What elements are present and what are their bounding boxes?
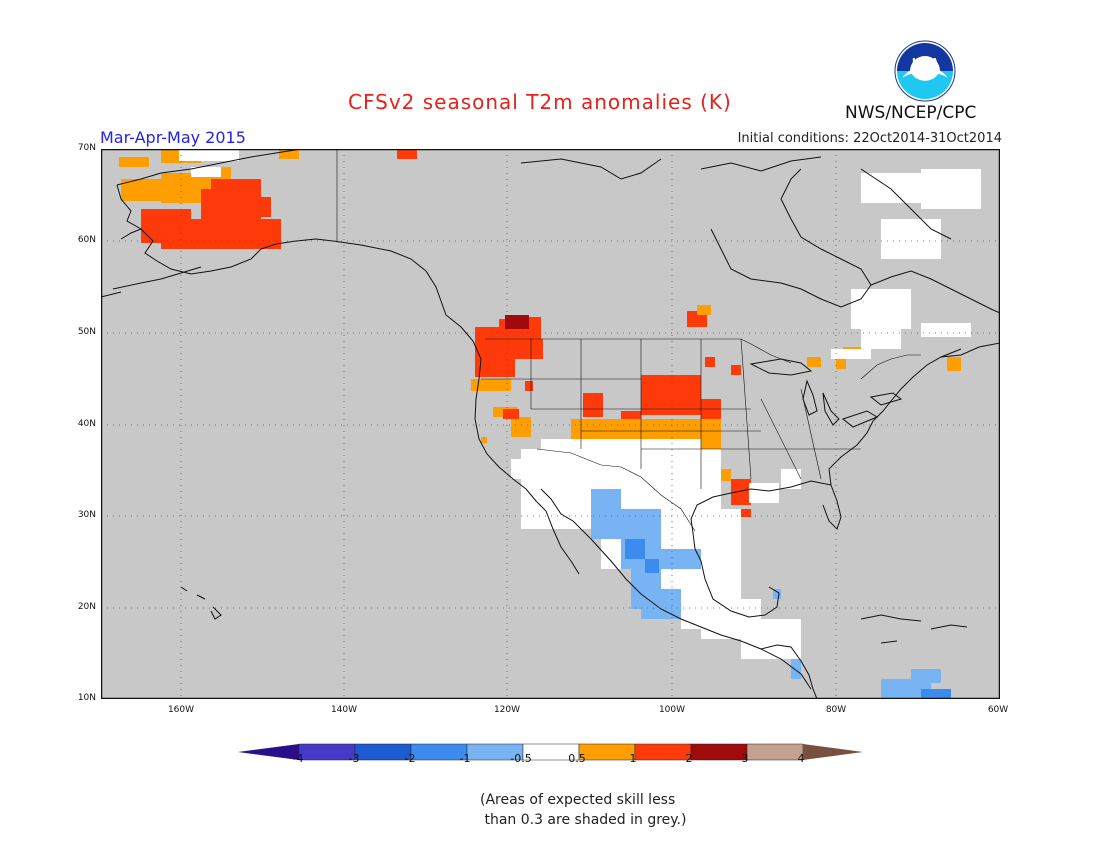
coastlines [101, 149, 1000, 699]
lat-label-50n: 50N [77, 327, 96, 337]
map-frame [101, 149, 1000, 699]
anomaly-region [641, 589, 681, 619]
lon-label-160w: 160W [167, 705, 195, 715]
logo-lettering: NOAA [912, 57, 938, 66]
anomaly-region [861, 329, 901, 349]
skill-footnote: (Areas of expected skill less than 0.3 a… [480, 792, 687, 828]
colorbar [238, 743, 863, 761]
anomaly-region [741, 619, 801, 659]
anomaly-region [691, 549, 701, 569]
anomaly-region [279, 149, 299, 159]
anomaly-region [731, 365, 741, 375]
anomaly-region [697, 305, 711, 315]
anomaly-region [731, 479, 751, 505]
anomaly-region [511, 417, 531, 437]
anomaly-region [481, 437, 487, 443]
political-borders [336, 149, 921, 532]
anomaly-region [741, 509, 751, 517]
initial-conditions: Initial conditions: 22Oct2014-31Oct2014 [737, 131, 1002, 146]
colorbar-label: 0.5 [568, 752, 586, 765]
anomaly-region [921, 323, 971, 337]
colorbar-label: 3 [741, 752, 749, 765]
anomaly-region [773, 589, 781, 599]
colorbar-label: 2 [685, 752, 693, 765]
anomaly-region [881, 679, 931, 699]
lat-label-20n: 20N [77, 602, 96, 612]
anomaly-region [211, 179, 241, 199]
colorbar-label: -3 [348, 752, 360, 765]
anomaly-region [179, 149, 239, 161]
colorbar-arrow-right [803, 744, 863, 760]
anomaly-region [503, 409, 519, 419]
lon-label-60w: 60W [987, 705, 1009, 715]
lat-label-70n: 70N [77, 143, 96, 153]
anomaly-region [161, 219, 281, 249]
agency-label: NWS/NCEP/CPC [845, 103, 977, 123]
anomaly-region [625, 539, 645, 559]
anomaly-region [681, 389, 701, 409]
anomaly-region [791, 659, 801, 679]
lon-label-120w: 120W [493, 705, 521, 715]
anomaly-region [119, 157, 149, 167]
anomaly-region [921, 169, 981, 209]
anomaly-region [851, 289, 911, 329]
forecast-period: Mar-Apr-May 2015 [100, 128, 246, 147]
lat-label-60n: 60N [77, 235, 96, 245]
lon-label-140w: 140W [330, 705, 358, 715]
anomaly-map [101, 149, 1000, 699]
anomaly-region [511, 459, 541, 479]
lat-label-40n: 40N [77, 419, 96, 429]
anomaly-region [881, 219, 941, 259]
colorbar-arrow-left [238, 744, 299, 760]
anomaly-region [861, 173, 921, 203]
anomaly-region [583, 393, 603, 417]
anomaly-region [807, 357, 821, 367]
anomaly-region [911, 669, 941, 683]
lat-label-30n: 30N [77, 510, 96, 520]
lon-label-80w: 80W [825, 705, 847, 715]
lat-label-10n: 10N [77, 693, 96, 703]
anomaly-region [525, 381, 533, 391]
colorbar-label: -0.5 [510, 752, 532, 765]
colorbar-label: 1 [629, 752, 637, 765]
colorbar-label: -1 [459, 752, 471, 765]
chart-title: CFSv2 seasonal T2m anomalies (K) [348, 90, 732, 114]
anomaly-shading [119, 149, 981, 699]
anomaly-region [471, 379, 511, 391]
anomaly-region [749, 483, 779, 503]
noaa-logo: NOAA [894, 40, 956, 102]
anomaly-region [505, 315, 529, 329]
anomaly-region [191, 167, 221, 177]
anomaly-region [781, 469, 801, 489]
colorbar-label: 4 [797, 752, 805, 765]
anomaly-region [705, 357, 715, 367]
anomaly-region [645, 559, 659, 573]
anomaly-region [661, 549, 691, 569]
anomaly-region [947, 357, 961, 371]
anomaly-region [921, 689, 951, 699]
colorbar-label: -4 [292, 752, 304, 765]
anomaly-region [397, 149, 417, 159]
anomaly-region [836, 359, 846, 369]
anomaly-region [251, 197, 271, 217]
anomaly-region [721, 469, 731, 481]
lon-label-100w: 100W [658, 705, 686, 715]
colorbar-label: -2 [404, 752, 416, 765]
anomaly-region [831, 349, 871, 359]
